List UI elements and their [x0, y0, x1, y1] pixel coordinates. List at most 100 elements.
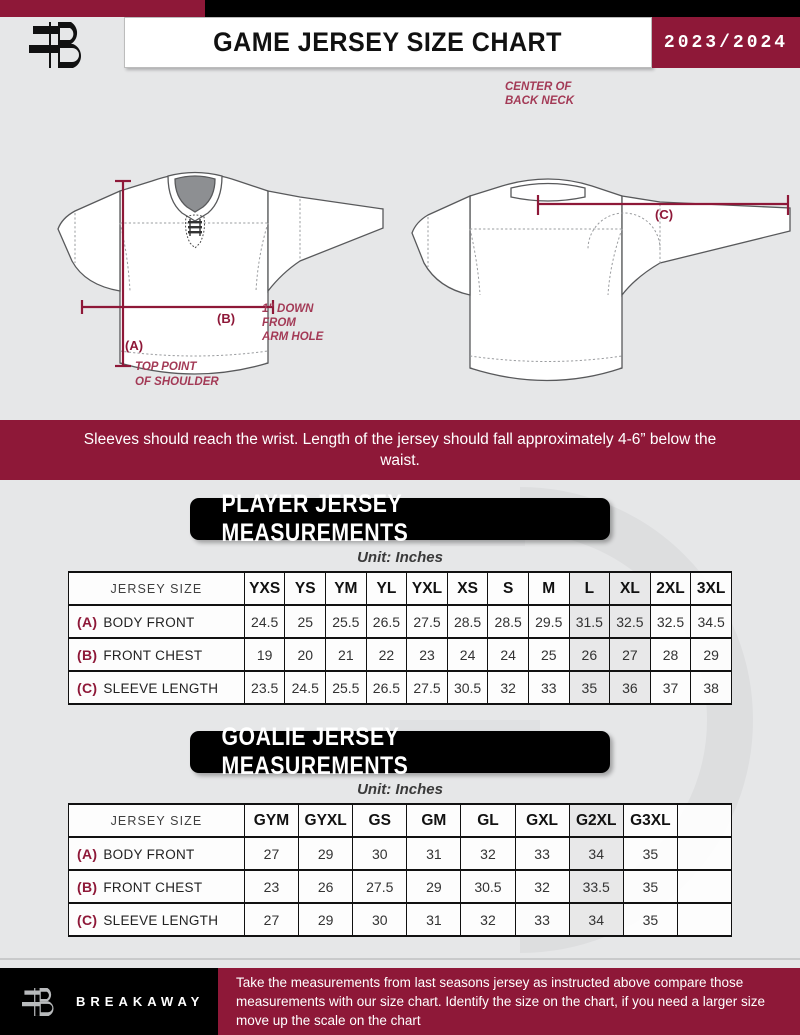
measurement-value: 29: [298, 836, 354, 871]
size-column-xl: XL: [609, 571, 651, 606]
svg-text:ARM HOLE: ARM HOLE: [261, 331, 324, 343]
measurement-value: 33.5: [568, 869, 624, 904]
table-row: (C) SLEEVE LENGTH 23.5 24.5 25.5 26.5 27.5 30.5…: [68, 670, 732, 705]
measurement-value: 35: [568, 670, 611, 705]
page-footer: BREAKAWAY Take the measurements from las…: [0, 968, 800, 1035]
measurement-value: [676, 869, 733, 904]
measurement-value: 32: [487, 670, 529, 705]
svg-text:CENTER OF: CENTER OF: [505, 81, 572, 93]
table-row: (A) BODY FRONT 24.5 25 25.5 26.5 27.5 28.5 28.5 2…: [68, 604, 732, 639]
size-column-2xl: 2XL: [649, 571, 692, 606]
measurement-value: 32: [514, 869, 570, 904]
measurement-value: 38: [690, 670, 732, 705]
measurement-tag: (A): [77, 845, 98, 862]
table-row: (C) SLEEVE LENGTH 27 29 30 31 32 33 34 35: [68, 902, 733, 937]
measurement-name: SLEEVE LENGTH: [103, 912, 219, 928]
measurement-value: 28: [649, 637, 692, 672]
measurement-value: 28.5: [446, 604, 489, 639]
size-column-g3xl: G3XL: [622, 803, 678, 838]
size-column-s: S: [487, 571, 529, 606]
goalie-measurement-table: JERSEY SIZE GYM GYXL GS GM GL GXL G2XL G3XL (A) BO…: [68, 803, 733, 937]
size-column-ys: YS: [284, 571, 327, 606]
size-column-gm: GM: [406, 803, 462, 838]
measure-c-line: [536, 195, 790, 215]
season-label: 2023/2024: [663, 32, 789, 53]
measurement-value: 26.5: [365, 604, 408, 639]
measurement-value: 34: [568, 902, 624, 937]
top-strip-maroon: [0, 0, 205, 17]
measurement-name: SLEEVE LENGTH: [103, 680, 219, 696]
size-column-yl: YL: [365, 571, 408, 606]
goalie-heading-label: GOALIE JERSEY MEASUREMENTS: [221, 723, 409, 780]
table-row: (B) FRONT CHEST 23 26 27.5 29 30.5 32 33.5 35: [68, 869, 733, 904]
top-strip-black: [205, 0, 800, 17]
measurement-value: 22: [365, 637, 408, 672]
measurement-name: BODY FRONT: [103, 614, 195, 630]
breakaway-b-logo-icon: [22, 987, 54, 1016]
measurement-label-b: (B) FRONT CHEST: [68, 869, 245, 904]
measurement-value: [676, 836, 733, 871]
marker-a-label: (A): [125, 338, 143, 353]
measurement-value: 31: [406, 836, 462, 871]
measurement-value: 30: [352, 836, 408, 871]
measurement-name: BODY FRONT: [103, 846, 195, 862]
svg-text:TOP POINT: TOP POINT: [135, 361, 197, 373]
measurement-name: FRONT CHEST: [103, 647, 203, 663]
measurement-label-b: (B) FRONT CHEST: [68, 637, 245, 672]
breakaway-b-logo-icon: [29, 22, 81, 68]
measurement-value: 20: [284, 637, 327, 672]
marker-b-label: (B): [217, 311, 235, 326]
page-header: GAME JERSEY SIZE CHART 2023/2024: [0, 17, 800, 73]
measurement-value: 27: [609, 637, 651, 672]
measurement-value: 26: [568, 637, 611, 672]
size-column-empty: [676, 803, 733, 838]
size-column-g2xl: G2XL: [568, 803, 624, 838]
measurement-value: 33: [514, 902, 570, 937]
svg-text:OF SHOULDER: OF SHOULDER: [135, 376, 219, 388]
jersey-size-header: JERSEY SIZE: [68, 571, 245, 606]
table-header-row: JERSEY SIZE YXS YS YM YL YXL XS S M L XL 2XL 3XL: [68, 571, 732, 606]
measurement-label-c: (C) SLEEVE LENGTH: [68, 670, 245, 705]
measurement-value: 19: [243, 637, 286, 672]
measurement-value: 24: [446, 637, 489, 672]
marker-b-note: 1" DOWN FROM ARM HOLE: [261, 303, 324, 343]
measurement-label-c: (C) SLEEVE LENGTH: [68, 902, 245, 937]
size-column-l: L: [568, 571, 611, 606]
measurement-value: 27.5: [406, 604, 448, 639]
footer-brand-name: BREAKAWAY: [76, 994, 205, 1009]
jersey-front-view: [57, 171, 384, 374]
measurement-tag: (C): [77, 679, 98, 696]
measurement-value: 31: [406, 902, 462, 937]
goalie-unit-label: Unit: Inches: [357, 781, 443, 798]
table-row: (B) FRONT CHEST 19 20 21 22 23 24 24 25 26 27 28 29: [68, 637, 732, 672]
measurement-value: 32: [460, 836, 516, 871]
svg-text:1" DOWN: 1" DOWN: [262, 303, 314, 315]
measurement-value: 31.5: [568, 604, 611, 639]
measurement-value: 24.5: [243, 604, 286, 639]
size-column-gxl: GXL: [514, 803, 570, 838]
measurement-value: 25: [527, 637, 570, 672]
measurement-value: 29: [406, 869, 462, 904]
size-column-gym: GYM: [243, 803, 300, 838]
measurement-value: 30.5: [460, 869, 516, 904]
measurement-value: 32.5: [609, 604, 651, 639]
marker-a-note: TOP POINT OF SHOULDER: [135, 361, 219, 388]
measurement-value: 21: [325, 637, 367, 672]
jersey-laces-icon: [185, 214, 205, 249]
size-column-3xl: 3XL: [690, 571, 732, 606]
size-column-ym: YM: [325, 571, 367, 606]
player-section-heading: PLAYER JERSEY MEASUREMENTS: [190, 490, 610, 547]
size-column-yxl: YXL: [406, 571, 448, 606]
measurement-value: 29: [298, 902, 354, 937]
player-measurement-table: JERSEY SIZE YXS YS YM YL YXL XS S M L XL 2XL 3XL (A) B…: [68, 571, 732, 705]
measurement-value: 28.5: [487, 604, 529, 639]
size-column-yxs: YXS: [243, 571, 286, 606]
measure-b-line: [80, 300, 275, 314]
measurement-tag: (B): [77, 646, 98, 663]
measurement-value: [676, 902, 733, 937]
measurement-value: 25.5: [325, 670, 367, 705]
measurement-value: 36: [609, 670, 651, 705]
footer-divider: [0, 958, 800, 960]
measurement-value: 29: [690, 637, 732, 672]
fit-note-band: Sleeves should reach the wrist. Length o…: [0, 420, 800, 480]
